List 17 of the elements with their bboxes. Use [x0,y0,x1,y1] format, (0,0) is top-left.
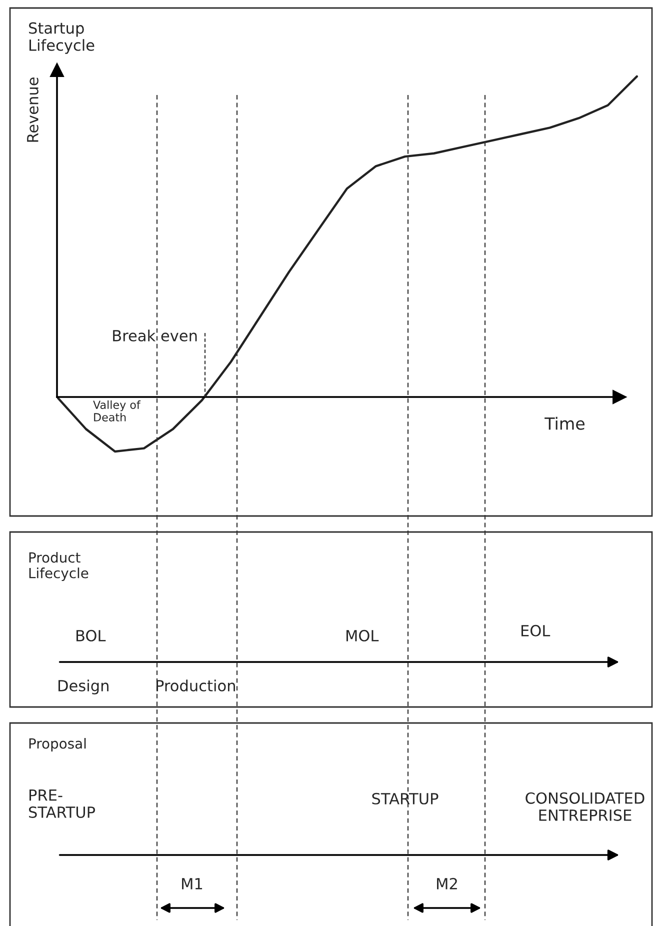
annotation: Break even [113,330,197,342]
annotation: Valley of Death [93,400,141,422]
text: EOL [522,624,550,636]
text: Product Lifecycle [29,552,88,581]
y-axis-title: Revenue [27,78,38,142]
text: Production [156,680,235,692]
text: MOL [346,630,379,642]
text: BOL [76,630,106,642]
chart-title: Startup Lifecycle [29,22,94,54]
text: STARTUP [372,792,438,804]
text: PRE- STARTUP [29,790,96,818]
x-axis-title: Time [544,416,585,430]
text: Design [58,680,108,694]
text: CONSOLIDATED ENTREPRISE [526,792,644,821]
text: M1 [182,878,202,890]
text: M2 [437,878,457,890]
text: Proposal [29,738,86,752]
